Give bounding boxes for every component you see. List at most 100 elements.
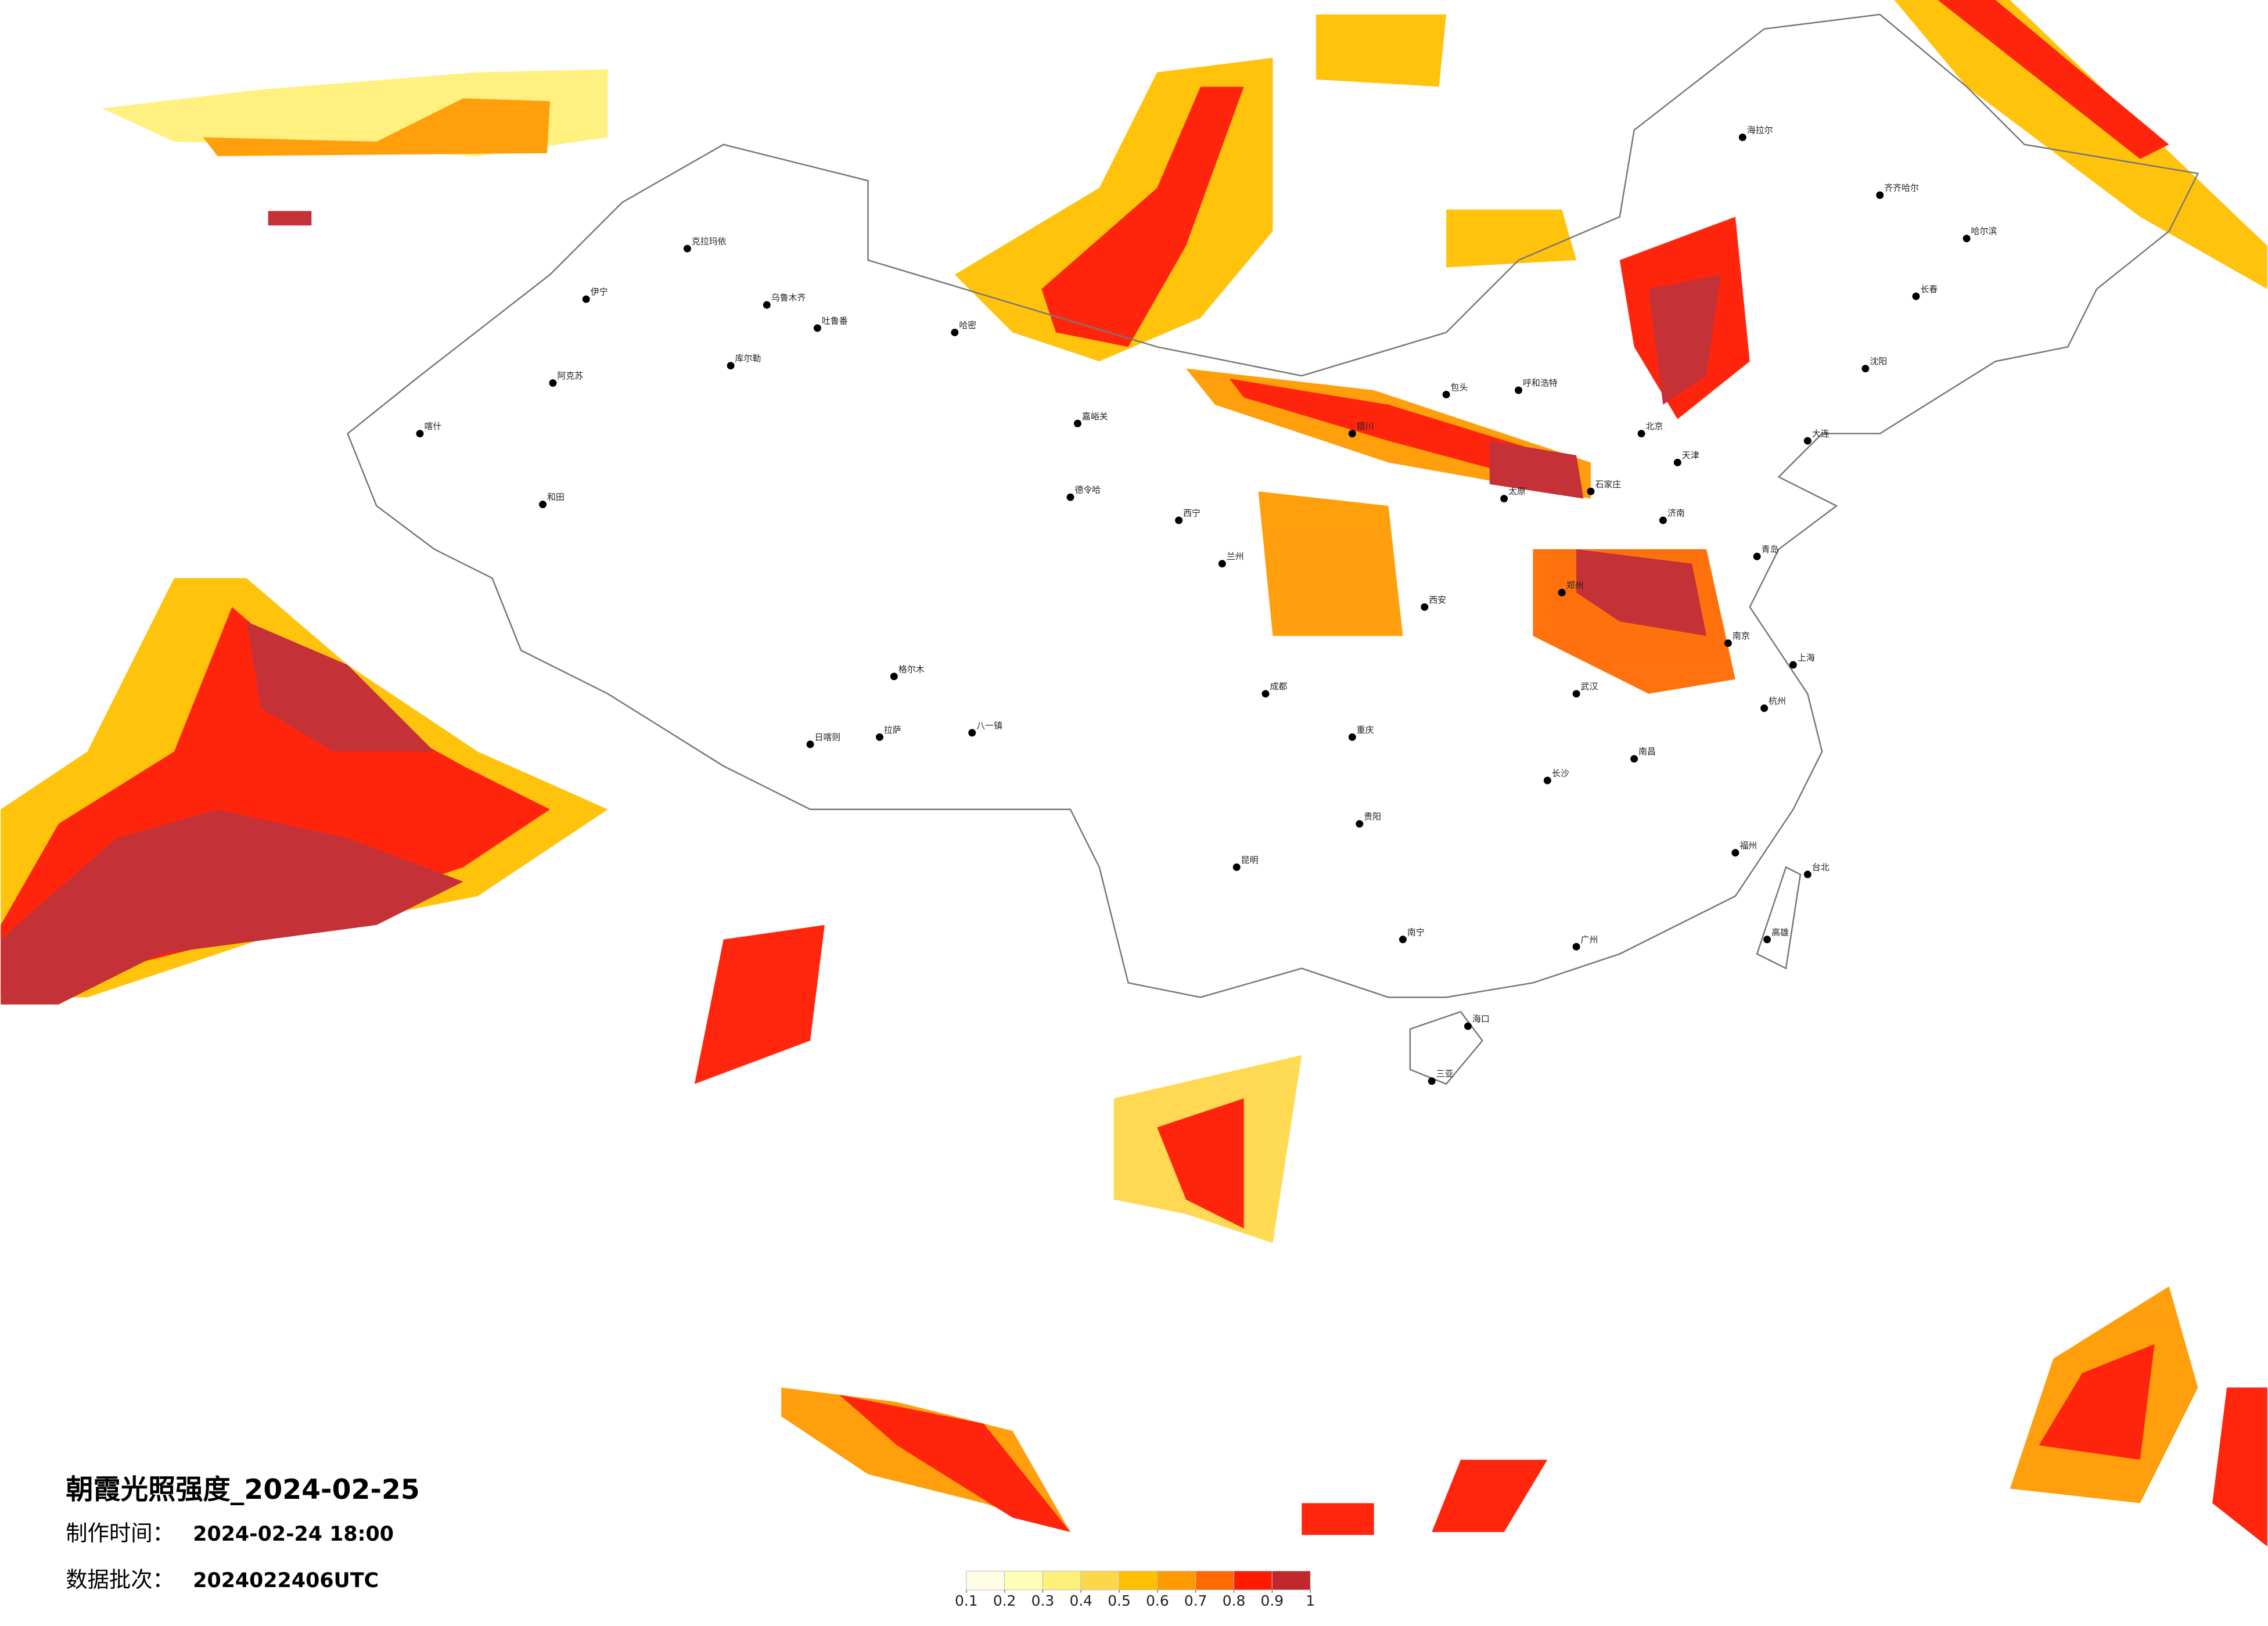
- heat-area: [1489, 441, 1584, 499]
- heat-area: [694, 924, 825, 1084]
- city-dot: [875, 733, 883, 741]
- city-label: 八一镇: [976, 720, 1002, 731]
- city-dot: [1587, 487, 1595, 495]
- city-label: 台北: [1812, 862, 1830, 872]
- city-dot: [1572, 942, 1580, 951]
- heat-area: [1432, 1459, 1548, 1533]
- heat-area: [268, 211, 312, 226]
- heat-area: [1041, 87, 1244, 347]
- city-label: 南宁: [1407, 927, 1425, 937]
- city-dot: [1399, 936, 1407, 944]
- heat-area: [2212, 1387, 2267, 1547]
- made-label: 制作时间：: [66, 1520, 174, 1546]
- city-dot: [549, 379, 557, 387]
- city-label: 郑州: [1566, 580, 1584, 591]
- colorbar: 0.1 0.2 0.3 0.4 0.5 0.6 0.7 0.8 0.9 1: [955, 1570, 1315, 1609]
- batch-value: 2024022406UTC: [193, 1569, 379, 1592]
- city-dot: [1232, 863, 1241, 871]
- city-dot: [813, 324, 821, 332]
- city-dot: [1442, 390, 1450, 398]
- city-label: 杭州: [1769, 696, 1786, 706]
- city-dot: [763, 301, 771, 309]
- city-dot: [951, 328, 959, 336]
- map-title: 朝霞光照强度_2024-02-25: [66, 1474, 420, 1506]
- city-label: 广州: [1581, 934, 1598, 945]
- city-label: 德令哈: [1074, 485, 1101, 495]
- city-label: 哈尔滨: [1971, 226, 1997, 236]
- legend-tick-label: 0.3: [1031, 1592, 1055, 1609]
- heat-area: [1938, 0, 2169, 159]
- city-dot: [1724, 639, 1732, 647]
- batch-label: 数据批次：: [66, 1567, 174, 1592]
- heat-area: [1316, 14, 1447, 87]
- city-dot: [1464, 1022, 1472, 1030]
- island-outline: [1409, 1010, 1483, 1085]
- city-dot: [1356, 820, 1364, 828]
- made-time: 2024-02-24 18:00: [193, 1523, 394, 1546]
- city-label: 齐齐哈尔: [1884, 183, 1919, 193]
- legend-swatch: [966, 1570, 1005, 1591]
- heat-area: [1648, 274, 1721, 405]
- city-dot: [1218, 560, 1226, 568]
- legend-tick-label: 0.1: [955, 1592, 978, 1609]
- city-dot: [1066, 493, 1074, 501]
- city-label: 阿克苏: [557, 370, 583, 381]
- heat-area: [2039, 1344, 2155, 1460]
- city-label: 拉萨: [884, 725, 901, 735]
- city-label: 兰州: [1227, 551, 1244, 562]
- legend-swatch: [1004, 1570, 1043, 1591]
- city-dot: [1261, 690, 1270, 698]
- legend-tick-label: 0.7: [1184, 1592, 1207, 1609]
- city-dot: [806, 740, 814, 749]
- city-label: 北京: [1646, 421, 1663, 431]
- city-label: 库尔勒: [735, 353, 761, 364]
- city-label: 伊宁: [591, 287, 608, 297]
- city-dot: [1558, 588, 1566, 596]
- island-outline: [1756, 866, 1802, 970]
- city-dot: [727, 362, 735, 370]
- city-label: 喀什: [424, 421, 441, 431]
- legend-swatch: [1157, 1570, 1196, 1591]
- city-label: 银川: [1357, 421, 1374, 431]
- city-label: 济南: [1667, 508, 1685, 519]
- heat-area: [1576, 549, 1707, 636]
- city-dot: [1760, 704, 1769, 713]
- heat-area: [1302, 1503, 1374, 1535]
- city-label: 包头: [1451, 382, 1468, 393]
- city-dot: [1659, 516, 1667, 524]
- heat-area: [1446, 209, 1577, 268]
- city-label: 和田: [547, 492, 565, 502]
- city-label: 南昌: [1638, 746, 1656, 757]
- heat-area: [1, 809, 463, 1005]
- city-label: 海拉尔: [1747, 125, 1773, 135]
- city-dot: [968, 729, 976, 737]
- city-label: 福州: [1739, 840, 1757, 851]
- city-dot: [1572, 690, 1580, 698]
- city-label: 高雄: [1771, 927, 1789, 937]
- heat-area: [1258, 491, 1403, 636]
- city-dot: [890, 672, 898, 681]
- city-label: 成都: [1270, 681, 1287, 692]
- heat-area: [839, 1394, 1070, 1533]
- city-label: 南京: [1733, 631, 1750, 641]
- city-dot: [1543, 776, 1551, 785]
- heat-area: [203, 98, 550, 156]
- city-dot: [683, 244, 691, 253]
- legend-swatch: [1234, 1570, 1273, 1591]
- city-dot: [1731, 848, 1739, 857]
- city-dot: [1175, 516, 1183, 524]
- city-dot: [416, 430, 424, 438]
- city-dot: [539, 501, 547, 509]
- country-outline: [347, 13, 2199, 998]
- city-dot: [1348, 733, 1356, 741]
- city-label: 昆明: [1241, 855, 1259, 865]
- heat-area: [1157, 1098, 1244, 1229]
- city-dot: [1789, 661, 1797, 669]
- legend-swatch: [1271, 1570, 1311, 1591]
- legend-tick-label: 0.4: [1069, 1592, 1092, 1609]
- city-dot: [1421, 603, 1429, 611]
- legend-tick-label: 1: [1306, 1592, 1315, 1609]
- city-dot: [1763, 936, 1771, 944]
- city-label: 上海: [1798, 652, 1815, 663]
